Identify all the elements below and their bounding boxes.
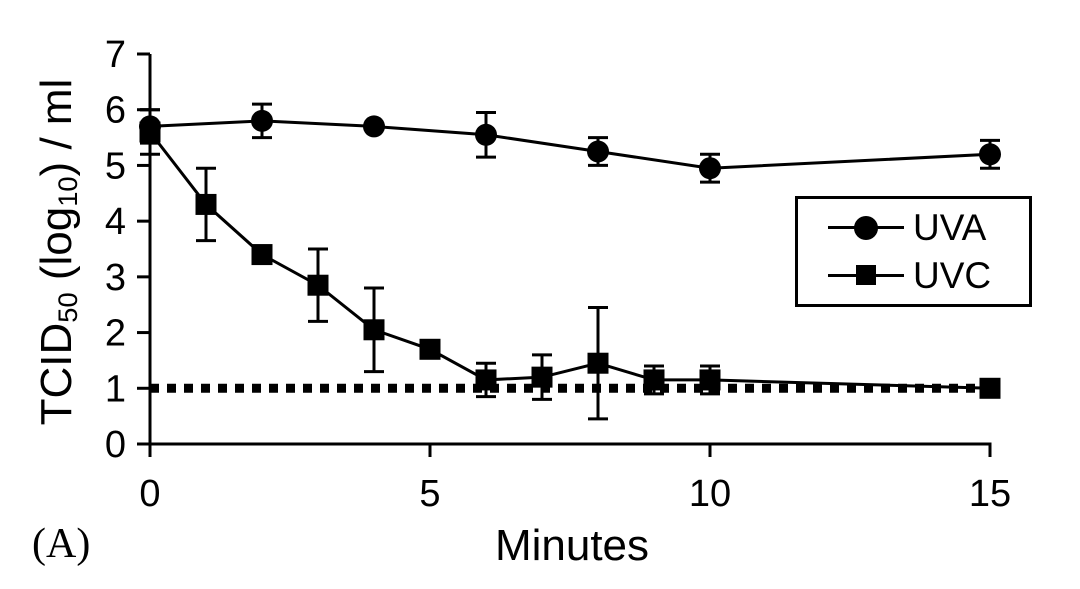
uvc-point [643, 369, 665, 391]
y-tick-label: 0 [105, 424, 126, 466]
legend-label-uvc: UVC [913, 254, 992, 296]
x-tick-label: 5 [419, 473, 440, 515]
uvc-point [251, 244, 273, 266]
legend-label-uva: UVA [913, 207, 987, 249]
panel-label: (A) [32, 521, 91, 567]
uva-point [699, 157, 721, 180]
uvc-point [587, 352, 609, 374]
y-tick-label: 2 [105, 313, 126, 355]
uva-circle-marker-icon [828, 215, 904, 241]
uvc-point [139, 121, 161, 143]
uva-point [475, 123, 497, 146]
legend: UVA UVC [795, 196, 1032, 307]
uvc-point [195, 193, 217, 215]
y-tick-label: 5 [105, 145, 126, 187]
uvc-point [531, 366, 553, 388]
y-axis-title: TCID50 (log10) / ml [31, 37, 83, 467]
uvc-point [419, 338, 441, 360]
x-tick-label: 15 [969, 473, 1011, 515]
y-tick-label: 3 [105, 257, 126, 299]
y-axis-title-text: (log [32, 206, 81, 293]
y-tick-label: 7 [105, 34, 126, 76]
uva-point [979, 143, 1001, 166]
legend-item-uvc: UVC [828, 257, 1029, 294]
uvc-point [363, 319, 385, 341]
legend-item-uva: UVA [828, 209, 1029, 246]
y-axis-title-text: ) / ml [32, 78, 81, 177]
y-axis-title-subscript: 50 [52, 292, 83, 323]
y-tick-label: 6 [105, 90, 126, 132]
circle-marker-icon [854, 215, 878, 240]
uvc-point [979, 377, 1001, 399]
y-tick-label: 1 [105, 368, 126, 410]
y-axis-title-subscript: 10 [52, 176, 83, 207]
y-tick-label: 4 [105, 201, 126, 243]
uvc-point [475, 369, 497, 391]
uva-point [251, 109, 273, 132]
x-tick-label: 0 [139, 473, 160, 515]
uvc-point [307, 274, 329, 296]
x-tick-label: 10 [689, 473, 731, 515]
square-marker-icon [856, 265, 876, 286]
uva-point [363, 115, 385, 138]
uvc-point [699, 369, 721, 391]
uvc-square-marker-icon [828, 262, 904, 288]
uva-point [587, 140, 609, 163]
uva-line [149, 119, 991, 170]
y-axis-title-text: TCID [32, 322, 81, 426]
x-axis-title: Minutes [494, 521, 650, 570]
